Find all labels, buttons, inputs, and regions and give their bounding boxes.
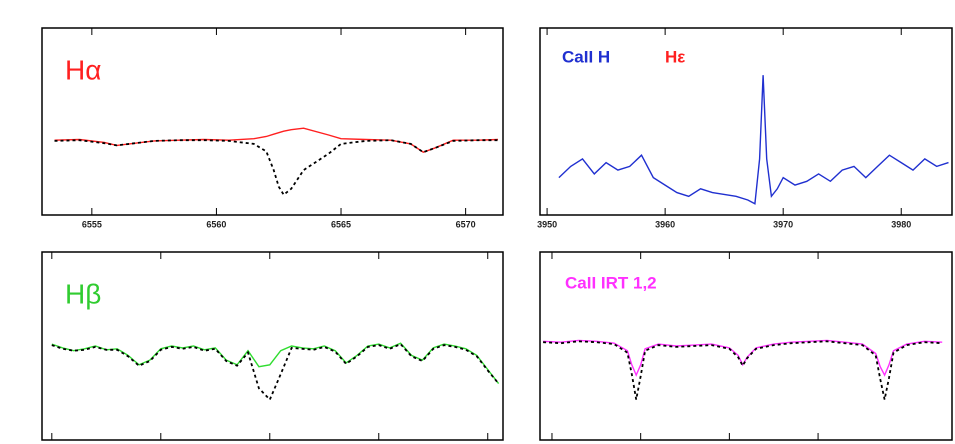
x-tick-label: 6555 bbox=[82, 219, 102, 229]
panel-title: CaII H bbox=[562, 47, 610, 66]
x-tick-label: 6570 bbox=[456, 219, 476, 229]
spectrum-line bbox=[543, 340, 943, 400]
plot-frame bbox=[41, 251, 504, 441]
spectrum-line bbox=[51, 343, 500, 402]
x-tick-label: 6560 bbox=[206, 219, 226, 229]
panel-annotation: Hε bbox=[665, 47, 685, 66]
x-tick-label: 3960 bbox=[655, 219, 675, 229]
spectrum-line bbox=[558, 75, 949, 205]
panel-title: CaII IRT 1,2 bbox=[565, 273, 657, 292]
spectrum-line bbox=[51, 342, 500, 385]
spectrum-line bbox=[54, 139, 498, 197]
panel-title: Hβ bbox=[65, 278, 101, 309]
plot-frame bbox=[539, 251, 953, 441]
spectrum-line bbox=[543, 339, 943, 377]
x-tick-label: 3970 bbox=[773, 219, 793, 229]
x-tick-label: 6565 bbox=[331, 219, 351, 229]
x-tick-label: 3980 bbox=[891, 219, 911, 229]
plot-frame bbox=[41, 27, 504, 216]
plot-frame bbox=[539, 27, 953, 216]
panel-title: Hα bbox=[65, 54, 101, 85]
x-tick-label: 3950 bbox=[537, 219, 557, 229]
